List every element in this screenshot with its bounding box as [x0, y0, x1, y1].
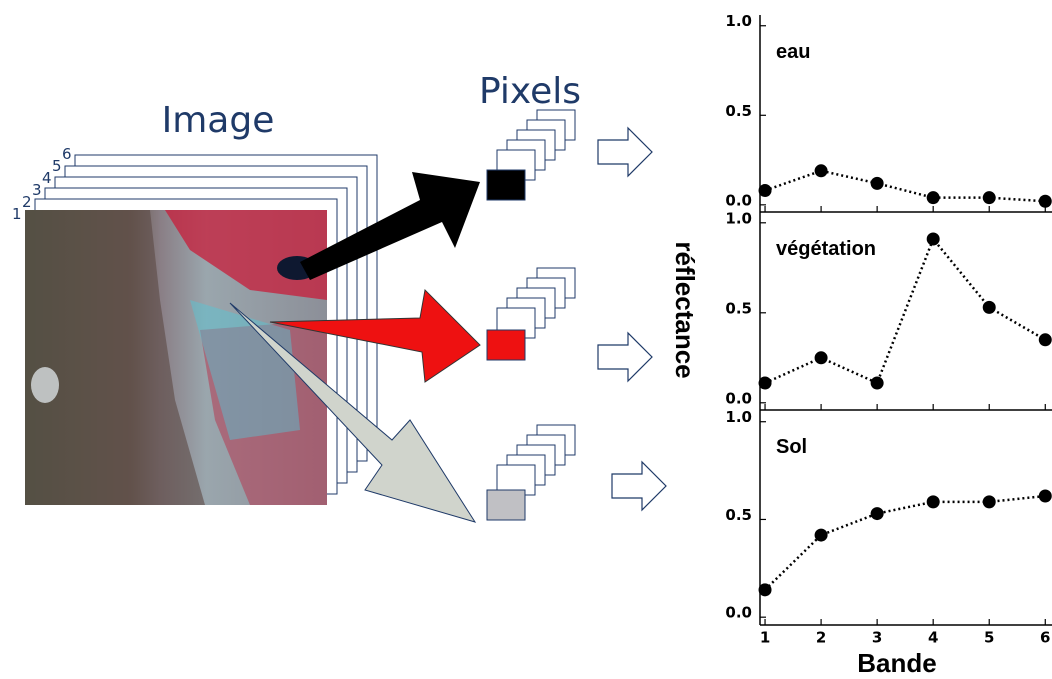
band-number: 6	[62, 145, 72, 163]
hollow-arrows	[597, 126, 667, 512]
panel-title: végétation	[776, 238, 876, 260]
panel-title: eau	[776, 41, 810, 63]
y-tick-label: 0.0	[725, 604, 752, 622]
satellite-image	[25, 210, 327, 505]
x-tick-label: 4	[928, 629, 938, 647]
data-point	[758, 583, 772, 597]
series-line	[764, 169, 1046, 203]
data-point	[814, 351, 828, 365]
band-number: 1	[12, 205, 22, 223]
data-point	[982, 495, 996, 509]
band-number: 2	[22, 193, 32, 211]
y-tick-label: 1.0	[725, 408, 752, 426]
pixels-label: Pixels	[479, 71, 581, 112]
data-point	[982, 300, 996, 314]
data-point	[758, 184, 772, 198]
y-tick-label: 0.0	[725, 191, 752, 209]
y-tick-label: 1.0	[725, 209, 752, 227]
band-number: 5	[52, 157, 62, 175]
image-label: Image	[162, 100, 275, 141]
series-line	[764, 494, 1046, 591]
band-number: 4	[42, 169, 52, 187]
data-point	[1038, 489, 1052, 503]
y-tick-label: 1.0	[725, 12, 752, 30]
x-tick-label: 2	[816, 629, 826, 647]
arrow	[229, 302, 477, 523]
band-number: 3	[32, 181, 42, 199]
data-point	[982, 191, 996, 205]
x-tick-label: 6	[1040, 629, 1050, 647]
y-axis-label: réflectance	[670, 241, 700, 378]
data-point	[926, 232, 940, 246]
x-axis-label: Bande	[857, 648, 936, 678]
data-point	[1038, 194, 1052, 208]
arrow	[300, 172, 480, 280]
y-tick-label: 0.5	[725, 299, 752, 317]
series-line	[764, 236, 1046, 385]
y-tick-label: 0.0	[725, 389, 752, 407]
arrow	[269, 288, 481, 383]
panel-title: Sol	[776, 436, 807, 458]
data-point	[870, 176, 884, 190]
data-point	[870, 507, 884, 521]
data-point	[926, 495, 940, 509]
data-point	[758, 376, 772, 390]
data-point	[1038, 333, 1052, 347]
data-point	[870, 376, 884, 390]
data-point	[814, 164, 828, 178]
pixel-stacks	[486, 109, 576, 521]
x-tick-label: 5	[984, 629, 994, 647]
charts: 0.0 0.5 1.0 eau 0.0 0.5 1.0 végétation réflectan…	[670, 12, 1052, 678]
data-point	[926, 191, 940, 205]
x-tick-label: 3	[872, 629, 882, 647]
x-tick-label: 1	[760, 629, 770, 647]
data-point	[814, 528, 828, 542]
y-tick-label: 0.5	[725, 102, 752, 120]
y-tick-label: 0.5	[725, 506, 752, 524]
